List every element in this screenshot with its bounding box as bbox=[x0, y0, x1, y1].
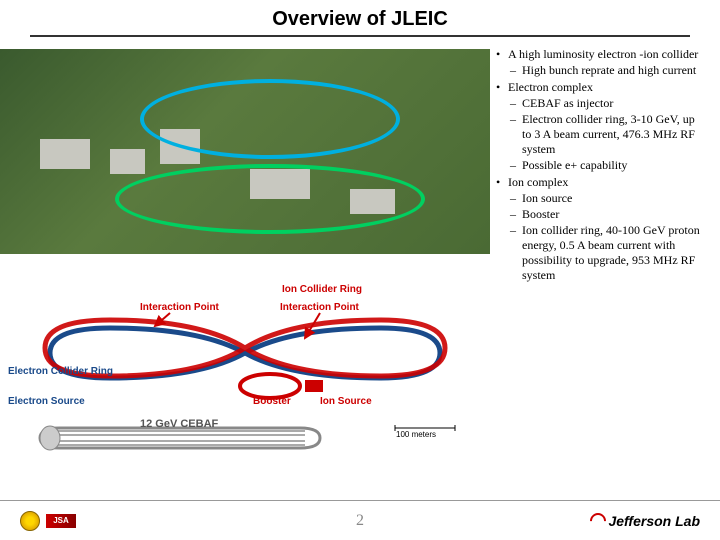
slide-title: Overview of JLEIC bbox=[0, 0, 720, 35]
footer-left: JSA bbox=[20, 511, 76, 531]
jsa-logo: JSA bbox=[46, 514, 76, 528]
ion-source-block bbox=[305, 380, 323, 392]
bullet-text: Electron complex bbox=[508, 80, 593, 94]
aerial-photo bbox=[0, 49, 490, 254]
jlab-arc-icon bbox=[587, 509, 610, 532]
collider-schematic: Ion Collider Ring Interaction Point Inte… bbox=[0, 258, 490, 473]
sub-bullet-item: Possible e+ capability bbox=[508, 158, 702, 173]
label-cebaf: 12 GeV CEBAF bbox=[140, 418, 218, 430]
page-number: 2 bbox=[356, 512, 364, 530]
aerial-building bbox=[110, 149, 145, 174]
bullet-text: Ion complex bbox=[508, 175, 568, 189]
sub-bullet-list: High bunch reprate and high current bbox=[508, 63, 702, 78]
sub-bullet-item: CEBAF as injector bbox=[508, 96, 702, 111]
content-area: Ion Collider Ring Interaction Point Inte… bbox=[0, 43, 720, 473]
doe-seal-icon bbox=[20, 511, 40, 531]
bullet-item: Electron complex CEBAF as injectorElectro… bbox=[494, 80, 702, 173]
bullet-list: A high luminosity electron -ion collider… bbox=[494, 47, 702, 283]
sub-bullet-list: Ion sourceBoosterIon collider ring, 40-1… bbox=[508, 191, 702, 283]
label-electron-source: Electron Source bbox=[8, 396, 85, 407]
sub-bullet-list: CEBAF as injectorElectron collider ring,… bbox=[508, 96, 702, 173]
sub-bullet-item: Ion collider ring, 40-100 GeV proton ene… bbox=[508, 223, 702, 283]
jefferson-lab-logo: Jefferson Lab bbox=[590, 513, 700, 529]
booster-ring bbox=[240, 374, 300, 398]
right-column: A high luminosity electron -ion collider… bbox=[490, 43, 710, 473]
aerial-building bbox=[40, 139, 90, 169]
bullet-item: A high luminosity electron -ion collider… bbox=[494, 47, 702, 78]
footer: JSA 2 Jefferson Lab bbox=[0, 500, 720, 540]
left-column: Ion Collider Ring Interaction Point Inte… bbox=[0, 43, 490, 473]
sub-bullet-item: Booster bbox=[508, 207, 702, 222]
sub-bullet-item: Electron collider ring, 3-10 GeV, up to … bbox=[508, 112, 702, 157]
aerial-ring-overlay bbox=[140, 79, 400, 159]
label-booster: Booster bbox=[253, 396, 291, 407]
label-scale: 100 meters bbox=[396, 430, 436, 439]
bullet-item: Ion complex Ion sourceBoosterIon collider… bbox=[494, 175, 702, 283]
jlab-text: Jefferson Lab bbox=[608, 513, 700, 529]
label-ip2: Interaction Point bbox=[280, 302, 359, 313]
bullet-text: A high luminosity electron -ion collider bbox=[508, 47, 698, 61]
sub-bullet-item: Ion source bbox=[508, 191, 702, 206]
label-ip1: Interaction Point bbox=[140, 302, 219, 313]
title-underline bbox=[30, 35, 690, 37]
aerial-ring-overlay bbox=[115, 164, 425, 234]
label-ion-collider-ring: Ion Collider Ring bbox=[282, 284, 362, 295]
sub-bullet-item: High bunch reprate and high current bbox=[508, 63, 702, 78]
label-ion-source: Ion Source bbox=[320, 396, 372, 407]
label-electron-ring: Electron Collider Ring bbox=[8, 366, 113, 377]
